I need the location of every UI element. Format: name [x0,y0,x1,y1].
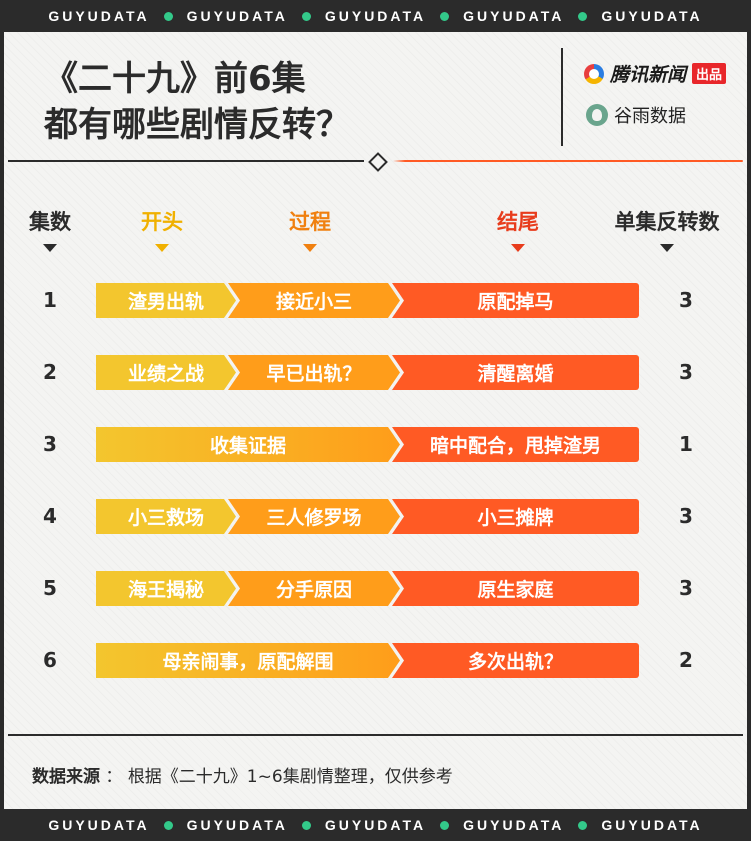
top-banner: GUYUDATA GUYUDATA GUYUDATA GUYUDATA GUYUDATA [0,0,751,32]
middle-segment: 分手原因 [228,571,400,606]
green-dot-icon [163,11,173,21]
caret-down-icon [303,244,317,252]
title-line-1: 《二十九》前6集 [44,59,306,99]
banner-word: GUYUDATA [186,817,288,833]
tencent-news-logo: 腾讯新闻 出品 [584,60,727,87]
caret-down-icon [660,244,674,252]
reversal-count: 3 [679,360,693,384]
header-middle: 过程 [270,206,350,252]
title-divider [561,48,563,146]
middle-segment: 接近小三 [228,283,400,318]
table-row: 2 业绩之战 早已出轨？ 清醒离婚 3 [0,352,751,392]
caret-down-icon [511,244,525,252]
end-segment: 清醒离婚 [392,355,639,390]
separator-left [8,160,364,162]
banner-word: GUYUDATA [48,817,150,833]
end-segment: 原配掉马 [392,283,639,318]
banner-word: GUYUDATA [463,817,565,833]
table-row: 3 收集证据 暗中配合，甩掉渣男 1 [0,424,751,464]
end-segment: 多次出轨？ [392,643,639,678]
tencent-news-icon [584,63,604,84]
banner-word: GUYUDATA [324,8,427,24]
header-start: 开头 [122,206,202,252]
table-row: 6 母亲闹事，原配解围 多次出轨？ 2 [0,640,751,680]
footer-divider [8,734,743,736]
data-source: 数据来源 ： 根据《二十九》1~6集剧情整理，仅供参考 [32,762,453,787]
reversal-count: 1 [679,432,693,456]
banner-word: GUYUDATA [601,8,703,24]
header-reversal-count: 单集反转数 [600,206,734,252]
start-middle-segment: 收集证据 [96,427,400,462]
episode-number: 3 [43,432,57,456]
data-source-label: 数据来源 [32,767,100,787]
episode-number: 2 [43,360,57,384]
page-title: 《二十九》前6集 都有哪些剧情反转？ [44,56,350,148]
table-row: 5 海王揭秘 分手原因 原生家庭 3 [0,568,751,608]
green-dot-icon [163,820,173,830]
header-end: 结尾 [478,206,558,252]
banner-word: GUYUDATA [463,8,565,24]
tencent-news-text: 腾讯新闻 [610,64,687,86]
middle-segment: 早已出轨？ [228,355,400,390]
table-row: 4 小三救场 三人修罗场 小三摊牌 3 [0,496,751,536]
banner-word: GUYUDATA [324,817,427,833]
reversal-count: 3 [679,576,693,600]
infographic-card [4,32,747,809]
start-segment: 海王揭秘 [96,571,236,606]
header-episode: 集数 [20,206,80,252]
data-source-colon: ： [105,767,123,787]
green-dot-icon [301,820,311,830]
reversal-count: 3 [679,288,693,312]
end-segment: 小三摊牌 [392,499,639,534]
banner-word: GUYUDATA [601,817,703,833]
tencent-news-badge: 出品 [692,63,727,84]
start-segment: 业绩之战 [96,355,236,390]
end-segment: 暗中配合，甩掉渣男 [392,427,639,462]
green-dot-icon [440,11,450,21]
episode-number: 5 [43,576,57,600]
end-segment: 原生家庭 [392,571,639,606]
banner-word: GUYUDATA [48,8,150,24]
data-source-text: 根据《二十九》1~6集剧情整理，仅供参考 [127,767,453,787]
start-middle-segment: 母亲闹事，原配解围 [96,643,400,678]
green-dot-icon [578,11,588,21]
start-segment: 渣男出轨 [96,283,236,318]
episode-number: 1 [43,288,57,312]
guyu-data-text: 谷雨数据 [614,106,686,127]
title-line-2: 都有哪些剧情反转？ [44,105,350,145]
bottom-banner: GUYUDATA GUYUDATA GUYUDATA GUYUDATA GUYUDATA [0,809,751,841]
separator-right [393,160,743,162]
green-dot-icon [440,820,450,830]
table-row: 1 渣男出轨 接近小三 原配掉马 3 [0,280,751,320]
middle-segment: 三人修罗场 [228,499,400,534]
caret-down-icon [43,244,57,252]
banner-word: GUYUDATA [186,8,288,24]
start-segment: 小三救场 [96,499,236,534]
reversal-count: 3 [679,504,693,528]
green-dot-icon [578,820,588,830]
caret-down-icon [155,244,169,252]
episode-number: 6 [43,648,57,672]
reversal-count: 2 [679,648,693,672]
green-dot-icon [301,11,311,21]
guyu-data-logo: 谷雨数据 [586,102,686,128]
guyu-bird-icon [586,104,608,126]
episode-number: 4 [43,504,57,528]
